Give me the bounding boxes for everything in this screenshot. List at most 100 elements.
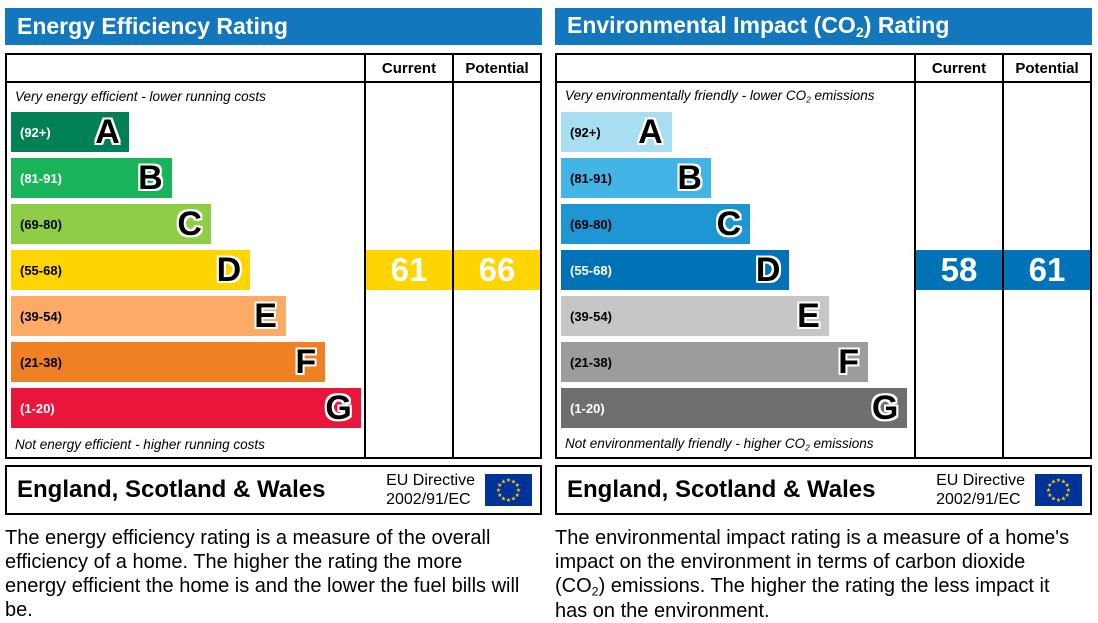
band-row-e: (39-54) E <box>7 293 540 339</box>
energy-efficiency-panel: Energy Efficiency Rating Current Potenti… <box>5 8 542 623</box>
band-bar-f: (21-38) F <box>11 342 326 382</box>
column-header-row: Current Potential <box>557 55 1090 83</box>
top-note: Very energy efficient - lower running co… <box>15 88 266 104</box>
svg-text:★: ★ <box>515 492 520 499</box>
band-row-d: (55-68) D 61 66 <box>7 247 540 293</box>
svg-text:★: ★ <box>1065 482 1070 489</box>
svg-text:★: ★ <box>1065 492 1070 499</box>
region-label: England, Scotland & Wales <box>17 476 326 503</box>
svg-text:★: ★ <box>511 496 516 503</box>
band-letter: D <box>755 251 781 289</box>
potential-column-header: Potential <box>1002 55 1090 81</box>
svg-text:★: ★ <box>515 482 520 489</box>
band-letter: F <box>838 343 860 381</box>
environmental-impact-chart: Current Potential Very environmentally f… <box>555 53 1092 459</box>
band-bar-a: (92+) A <box>11 112 129 152</box>
energy-efficiency-description: The energy efficiency rating is a measur… <box>5 527 520 621</box>
band-range-label: (39-54) <box>20 308 62 324</box>
energy-efficiency-chart: Current Potential Very energy efficient … <box>5 53 542 459</box>
band-range-label: (1-20) <box>570 400 605 416</box>
band-letter: B <box>138 159 163 197</box>
svg-text:★: ★ <box>506 477 511 484</box>
band-row-c: (69-80) C <box>557 201 1090 247</box>
band-bar-e: (39-54) E <box>11 296 286 336</box>
svg-text:★: ★ <box>1056 497 1061 504</box>
band-row-c: (69-80) C <box>7 201 540 247</box>
band-bar-g: (1-20) G <box>561 388 908 428</box>
band-row-f: (21-38) F <box>7 339 540 385</box>
band-letter: E <box>797 297 820 335</box>
svg-text:★: ★ <box>1061 496 1066 503</box>
current-column-header: Current <box>914 55 1002 81</box>
footer-bar: England, Scotland & Wales EU Directive 2… <box>5 465 542 515</box>
current-rating-value: 61 <box>366 250 452 290</box>
band-bar-g: (1-20) G <box>11 388 361 428</box>
band-bar-c: (69-80) C <box>561 204 751 244</box>
current-rating-value: 58 <box>916 250 1002 290</box>
band-range-label: (21-38) <box>570 354 612 370</box>
bottom-note-row: Not environmentally friendly - higher CO… <box>557 431 1090 457</box>
svg-text:★: ★ <box>1047 492 1052 499</box>
band-bar-d: (55-68) D <box>11 250 251 290</box>
energy-efficiency-title: Energy Efficiency Rating <box>5 8 542 45</box>
svg-text:★: ★ <box>501 478 506 485</box>
band-letter: C <box>716 205 742 243</box>
environmental-impact-panel: Environmental Impact (CO2) Rating Curren… <box>555 8 1092 623</box>
band-range-label: (69-80) <box>570 216 612 232</box>
footer-bar: England, Scotland & Wales EU Directive 2… <box>555 465 1092 515</box>
band-row-b: (81-91) B <box>7 155 540 201</box>
band-letter: D <box>216 251 242 289</box>
band-row-a: (92+) A <box>557 109 1090 155</box>
band-letter: A <box>638 113 663 151</box>
band-range-label: (92+) <box>20 124 51 140</box>
band-letter: G <box>871 389 899 427</box>
band-range-label: (55-68) <box>570 262 612 278</box>
svg-text:★: ★ <box>506 497 511 504</box>
band-row-e: (39-54) E <box>557 293 1090 339</box>
band-bar-c: (69-80) C <box>11 204 211 244</box>
band-range-label: (39-54) <box>570 308 612 324</box>
svg-text:★: ★ <box>1051 496 1056 503</box>
band-letter: B <box>677 159 702 197</box>
band-range-label: (92+) <box>570 124 601 140</box>
svg-text:★: ★ <box>1047 482 1052 489</box>
bottom-note: Not energy efficient - higher running co… <box>15 436 265 452</box>
svg-text:★: ★ <box>1061 478 1066 485</box>
svg-text:★: ★ <box>496 487 501 494</box>
band-row-g: (1-20) G <box>557 385 1090 431</box>
potential-rating-value: 61 <box>1004 250 1090 290</box>
potential-rating-value: 66 <box>454 250 540 290</box>
svg-text:★: ★ <box>497 482 502 489</box>
band-row-a: (92+) A <box>7 109 540 155</box>
band-letter: C <box>177 205 202 243</box>
band-bar-b: (81-91) B <box>561 158 711 198</box>
environmental-impact-title-text: Environmental Impact (CO2) Rating <box>567 12 950 41</box>
top-note-row: Very energy efficient - lower running co… <box>7 83 540 109</box>
energy-efficiency-title-text: Energy Efficiency Rating <box>17 13 288 39</box>
svg-text:★: ★ <box>1056 477 1061 484</box>
band-range-label: (69-80) <box>20 216 62 232</box>
band-letter: G <box>325 389 352 427</box>
band-row-f: (21-38) F <box>557 339 1090 385</box>
band-range-label: (55-68) <box>20 262 62 278</box>
band-range-label: (21-38) <box>20 354 62 370</box>
band-row-d: (55-68) D 58 61 <box>557 247 1090 293</box>
bottom-note-row: Not energy efficient - higher running co… <box>7 431 540 457</box>
band-bar-a: (92+) A <box>561 112 672 152</box>
svg-text:★: ★ <box>1051 478 1056 485</box>
band-bar-b: (81-91) B <box>11 158 172 198</box>
top-note: Very environmentally friendly - lower CO… <box>565 87 875 105</box>
svg-text:★: ★ <box>516 487 521 494</box>
eu-flag-icon: ★ ★ ★★ ★★ ★★ ★★ ★★ <box>485 474 532 506</box>
svg-text:★: ★ <box>501 496 506 503</box>
band-letter: A <box>95 113 120 151</box>
eu-directive-label: EU Directive 2002/91/EC <box>936 471 1025 508</box>
environmental-impact-title: Environmental Impact (CO2) Rating <box>555 8 1092 45</box>
band-range-label: (1-20) <box>20 400 55 416</box>
band-range-label: (81-91) <box>20 170 62 186</box>
band-range-label: (81-91) <box>570 170 612 186</box>
band-bar-d: (55-68) D <box>561 250 790 290</box>
band-letter: F <box>295 343 317 381</box>
eu-flag-icon: ★ ★ ★★ ★★ ★★ ★★ ★★ <box>1035 474 1082 506</box>
